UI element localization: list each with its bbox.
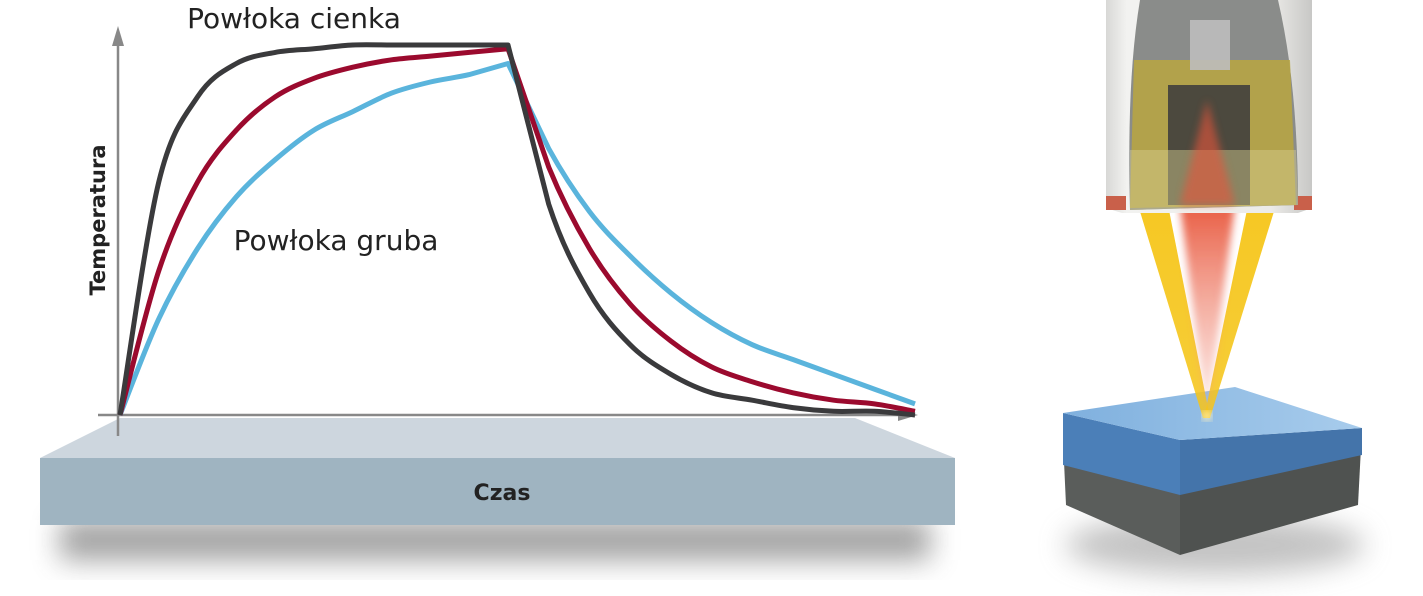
plate-shadow (60, 520, 930, 560)
housing-ring-left (1106, 196, 1126, 210)
y-axis-arrow-icon (112, 26, 124, 46)
series-line-2 (117, 61, 916, 416)
x-axis-label: Czas (474, 481, 531, 506)
curves (117, 42, 916, 418)
plate-top (40, 418, 955, 458)
axes (98, 26, 918, 436)
housing-ring-right (1294, 196, 1312, 210)
detector-beam (1180, 205, 1235, 418)
heating-beam-right (1204, 205, 1276, 418)
y-axis-label: Temperatura (86, 145, 110, 296)
coating-left (1063, 413, 1180, 495)
thick-coating-label: Powłoka gruba (234, 224, 439, 257)
thin-coating-label: Powłoka cienka (187, 2, 401, 35)
coating-right (1180, 428, 1362, 495)
measurement-head-illustration (1063, 0, 1365, 575)
coating-top (1063, 387, 1362, 440)
hot-spot (1202, 411, 1212, 421)
heating-beam-left (1138, 205, 1210, 418)
series-line-0 (117, 42, 916, 418)
plate-front (40, 458, 955, 525)
time-axis-plate: Czas (40, 418, 955, 560)
